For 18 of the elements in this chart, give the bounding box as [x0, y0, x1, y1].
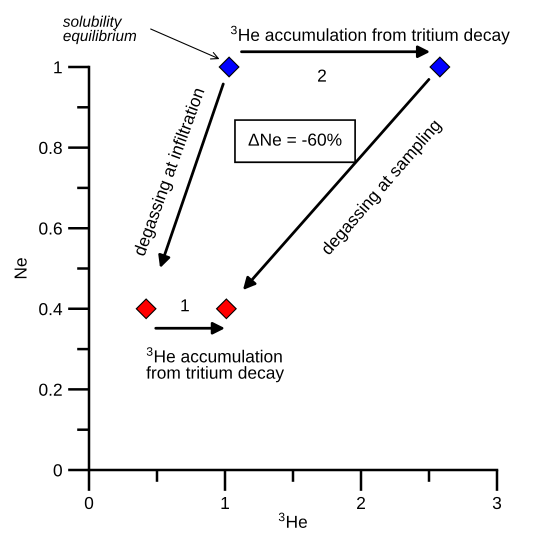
y-tick-label: 0.2	[39, 384, 62, 396]
x-axis-title: $^{3}$He	[278, 512, 307, 528]
text: $^{3}$He accumulation from tritium decay	[230, 26, 510, 44]
annotation: 1	[181, 299, 189, 312]
y-tick-label: 0.6	[39, 222, 62, 235]
y-tick-label: 1	[54, 61, 62, 74]
annotation: ΔNe = -60%	[248, 134, 342, 146]
annotation: 2	[318, 69, 326, 82]
y-axis-title: Ne	[14, 258, 27, 278]
y-tick-label: 0.8	[39, 142, 62, 154]
x-tick-label: 3	[492, 496, 502, 510]
x-tick-label: 0	[84, 496, 94, 510]
x-tick-label: 2	[357, 496, 365, 509]
text: solubility equilibrium	[62, 16, 136, 44]
x-tick-label: 1	[221, 497, 229, 509]
annotation: $^{3}$He accumulation from tritium decay	[146, 347, 284, 382]
y-tick-label: 0.4	[39, 302, 62, 316]
y-tick-label: 0	[54, 464, 62, 476]
